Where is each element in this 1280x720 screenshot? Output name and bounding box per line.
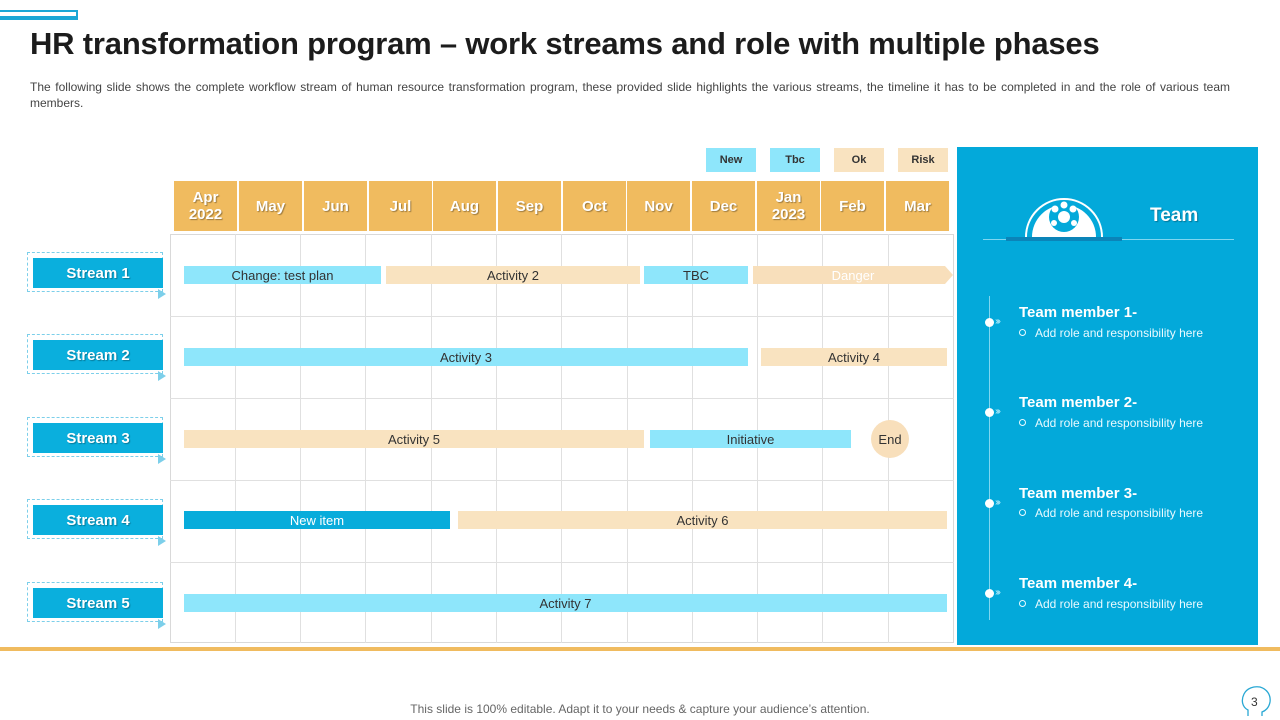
- bar-activity-7: Activity 7: [184, 594, 947, 612]
- month-label: Aug: [449, 197, 480, 215]
- month-label: Jun: [322, 197, 349, 215]
- team-member-2-role: Add role and responsibility here: [1019, 416, 1203, 430]
- arrow-icon: [158, 454, 166, 464]
- role-text: Add role and responsibility here: [1035, 326, 1204, 340]
- timeline-dot: [985, 499, 994, 508]
- legend-new: New: [706, 148, 756, 172]
- team-icon: [1025, 198, 1103, 238]
- team-member-1-name: Team member 1-: [1019, 304, 1138, 321]
- arrow-icon: [158, 289, 166, 299]
- bar-activity-4: Activity 4: [761, 348, 947, 366]
- month-jan-2023: Jan 2023: [757, 181, 820, 231]
- arrow-icon: [158, 619, 166, 629]
- bar-new-item: New item: [184, 511, 450, 529]
- month-label: Nov: [644, 197, 673, 215]
- month-jun: Jun: [304, 181, 367, 231]
- stream-3-label: Stream 3: [33, 423, 163, 453]
- month-aug: Aug: [433, 181, 496, 231]
- bar-change-test-plan: Change: test plan: [184, 266, 381, 284]
- page-number: 3: [1251, 695, 1258, 709]
- month-label: Jul: [389, 197, 412, 215]
- bullet-icon: [1019, 600, 1026, 608]
- timeline-dot: [985, 589, 994, 598]
- team-member-2-name: Team member 2-: [1019, 394, 1138, 411]
- timeline-grid: [170, 234, 954, 643]
- month-feb: Feb: [821, 181, 884, 231]
- bullet-icon: [1019, 509, 1026, 517]
- grid-line: [170, 398, 954, 399]
- month-mar: Mar: [886, 181, 949, 231]
- role-text: Add role and responsibility here: [1035, 416, 1204, 430]
- month-oct: Oct: [563, 181, 626, 231]
- role-text: Add role and responsibility here: [1035, 506, 1204, 520]
- arrow-icon: [158, 371, 166, 381]
- month-jul: Jul: [369, 181, 432, 231]
- chevron-right-icon: ›››: [995, 587, 1001, 598]
- bar-activity-2: Activity 2: [386, 266, 640, 284]
- role-text: Add role and responsibility here: [1035, 597, 1204, 611]
- arrow-icon: [158, 536, 166, 546]
- month-label: Jan 2023: [771, 189, 806, 223]
- month-apr-2022: Apr 2022: [174, 181, 237, 231]
- team-title: Team: [1150, 205, 1199, 226]
- bullet-icon: [1019, 329, 1026, 337]
- team-member-4-name: Team member 4-: [1019, 575, 1138, 592]
- month-label: Apr 2022: [188, 189, 223, 223]
- team-member-3-name: Team member 3-: [1019, 485, 1138, 502]
- bar-activity-6: Activity 6: [458, 511, 947, 529]
- page-title: HR transformation program – work streams…: [30, 26, 1100, 61]
- bar-danger: Danger: [753, 266, 953, 284]
- month-may: May: [239, 181, 302, 231]
- bar-activity-5: Activity 5: [184, 430, 644, 448]
- legend-tbc: Tbc: [770, 148, 820, 172]
- grid-line: [170, 562, 954, 563]
- team-member-3-role: Add role and responsibility here: [1019, 506, 1203, 520]
- grid-line: [170, 480, 954, 481]
- timeline-dot: [985, 318, 994, 327]
- header-accent-bar: [0, 16, 78, 20]
- chevron-right-icon: ›››: [995, 316, 1001, 327]
- legend-risk: Risk: [898, 148, 948, 172]
- month-nov: Nov: [627, 181, 690, 231]
- footer-text: This slide is 100% editable. Adapt it to…: [410, 702, 870, 716]
- bar-initiative: Initiative: [650, 430, 851, 448]
- page-subtitle: The following slide shows the complete w…: [30, 80, 1230, 110]
- stream-5-label: Stream 5: [33, 588, 163, 618]
- chevron-right-icon: ›››: [995, 406, 1001, 417]
- bar-activity-3: Activity 3: [184, 348, 748, 366]
- team-panel: [957, 147, 1258, 645]
- month-label: Sep: [515, 197, 544, 215]
- footer-divider: [0, 647, 1280, 651]
- bullet-icon: [1019, 419, 1026, 427]
- timeline-dot: [985, 408, 994, 417]
- month-label: Dec: [709, 197, 738, 215]
- month-label: Feb: [839, 197, 866, 215]
- stream-2-label: Stream 2: [33, 340, 163, 370]
- bar-tbc: TBC: [644, 266, 748, 284]
- month-label: Oct: [581, 197, 607, 215]
- head-outline-icon: [1241, 686, 1271, 716]
- team-member-4-role: Add role and responsibility here: [1019, 597, 1203, 611]
- month-label: Mar: [904, 197, 931, 215]
- end-marker: End: [871, 420, 909, 458]
- month-dec: Dec: [692, 181, 755, 231]
- team-timeline: [989, 296, 990, 620]
- stream-1-label: Stream 1: [33, 258, 163, 288]
- team-member-1-role: Add role and responsibility here: [1019, 326, 1203, 340]
- stream-4-label: Stream 4: [33, 505, 163, 535]
- panel-divider-accent: [1006, 237, 1122, 241]
- legend-ok: Ok: [834, 148, 884, 172]
- month-sep: Sep: [498, 181, 561, 231]
- month-label: May: [255, 197, 286, 215]
- grid-line: [170, 316, 954, 317]
- chevron-right-icon: ›››: [995, 497, 1001, 508]
